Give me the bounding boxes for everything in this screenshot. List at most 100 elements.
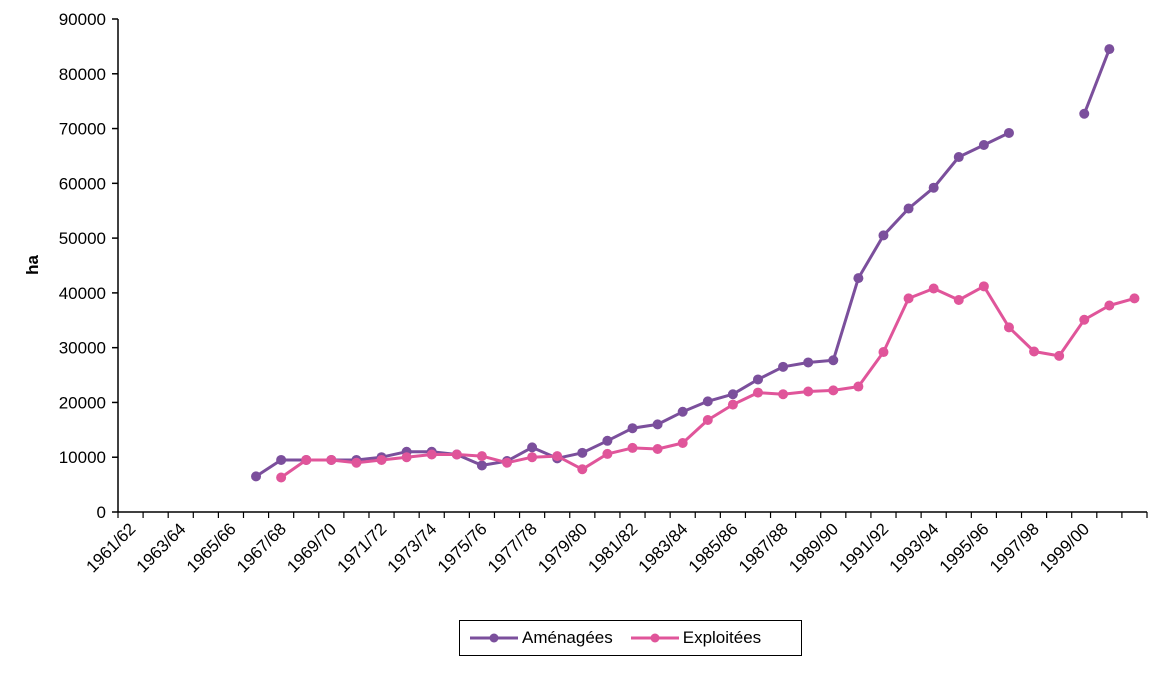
data-point: [752, 387, 763, 398]
data-point: [602, 448, 613, 459]
legend-label-exploitees: Exploitées: [682, 628, 762, 647]
data-point: [1104, 44, 1115, 55]
y-tick-label: 80000: [59, 65, 106, 84]
data-point: [953, 295, 964, 306]
data-point: [1079, 314, 1090, 325]
x-tick-label: 1967/68: [233, 519, 290, 576]
x-tick-label: 1993/94: [886, 519, 943, 576]
data-point: [451, 449, 462, 460]
x-tick-label: 1961/62: [82, 519, 139, 576]
data-point: [778, 361, 789, 372]
x-tick-label: 1991/92: [835, 519, 892, 576]
y-tick-label: 30000: [59, 339, 106, 358]
data-point: [752, 374, 763, 385]
y-tick-label: 0: [97, 503, 106, 522]
data-point: [1054, 350, 1065, 361]
x-tick-label: 1963/64: [133, 519, 190, 576]
data-point: [853, 381, 864, 392]
data-point: [652, 444, 663, 455]
data-point: [301, 454, 312, 465]
data-point: [476, 460, 487, 471]
data-point: [326, 454, 337, 465]
data-point: [552, 451, 563, 462]
data-point: [828, 385, 839, 396]
series-line: [1082, 48, 1111, 115]
data-point: [1003, 127, 1014, 138]
data-point: [1079, 108, 1090, 119]
y-tick-label: 40000: [59, 284, 106, 303]
data-point: [803, 357, 814, 368]
data-point: [1003, 322, 1014, 333]
data-point: [276, 454, 287, 465]
x-tick-label: 1969/70: [283, 519, 340, 576]
x-tick-label: 1977/78: [484, 519, 541, 576]
data-point: [853, 273, 864, 284]
data-point: [803, 386, 814, 397]
data-point: [903, 203, 914, 214]
legend-marker-exploitees: [630, 633, 679, 643]
axes: [112, 18, 1148, 518]
data-point: [878, 230, 889, 241]
data-point: [276, 472, 287, 483]
x-tick-label: 1995/96: [936, 519, 993, 576]
data-point: [702, 414, 713, 425]
data-point: [602, 435, 613, 446]
data-point: [978, 281, 989, 292]
data-point: [978, 139, 989, 150]
x-tick-label: 1989/90: [785, 519, 842, 576]
data-point: [502, 457, 513, 468]
data-point: [677, 437, 688, 448]
data-point: [677, 406, 688, 417]
x-tick-label: 1975/76: [434, 519, 491, 576]
legend-marker-amenagees: [470, 633, 518, 643]
y-tick-label: 90000: [59, 10, 106, 29]
data-point: [727, 389, 738, 400]
data-point: [1129, 293, 1140, 304]
y-tick-label: 60000: [59, 174, 106, 193]
legend-item-exploitees: Exploitées: [629, 628, 761, 648]
data-point: [577, 464, 588, 475]
data-point: [928, 283, 939, 294]
data-point: [727, 399, 738, 410]
data-point: [527, 452, 538, 463]
y-axis-label: ha: [23, 255, 42, 275]
data-point: [702, 396, 713, 407]
data-point: [351, 457, 362, 468]
data-point: [401, 452, 412, 463]
data-point: [953, 152, 964, 163]
data-point: [878, 347, 889, 358]
y-tick-labels: 0 10000 20000 30000 40000 50000 60000 70000 8000…: [59, 10, 106, 522]
data-point: [577, 447, 588, 458]
data-point: [928, 182, 939, 193]
data-point: [627, 442, 638, 453]
x-tick-label: 1983/84: [635, 519, 692, 576]
data-point: [527, 442, 538, 453]
x-tick-label: 1999/00: [1036, 519, 1093, 576]
x-tick-label: 1973/74: [384, 519, 441, 576]
y-tick-label: 70000: [59, 120, 106, 139]
series-amenagees: [251, 44, 1115, 482]
data-point: [903, 293, 914, 304]
x-tick-label: 1979/80: [534, 519, 591, 576]
x-tick-label: 1987/88: [735, 519, 792, 576]
legend: Aménagées Exploitées: [459, 620, 802, 656]
x-tick-labels: 1961/621963/641965/661967/681969/701971/…: [82, 519, 1093, 576]
y-tick-label: 20000: [59, 393, 106, 412]
data-point: [828, 355, 839, 366]
y-tick-label: 50000: [59, 229, 106, 248]
data-point: [1104, 300, 1115, 311]
x-tick-label: 1971/72: [333, 519, 390, 576]
legend-label-amenagees: Aménagées: [522, 628, 613, 647]
data-point: [652, 419, 663, 430]
data-point: [627, 423, 638, 434]
legend-item-amenagees: Aménagées: [468, 628, 613, 648]
y-tick-label: 10000: [59, 448, 106, 467]
series-exploitees: [276, 281, 1140, 483]
data-point: [1029, 346, 1040, 357]
x-tick-label: 1985/86: [685, 519, 742, 576]
data-point: [376, 454, 387, 465]
data-point: [251, 471, 262, 482]
x-tick-label: 1997/98: [986, 519, 1043, 576]
x-tick-label: 1965/66: [183, 519, 240, 576]
